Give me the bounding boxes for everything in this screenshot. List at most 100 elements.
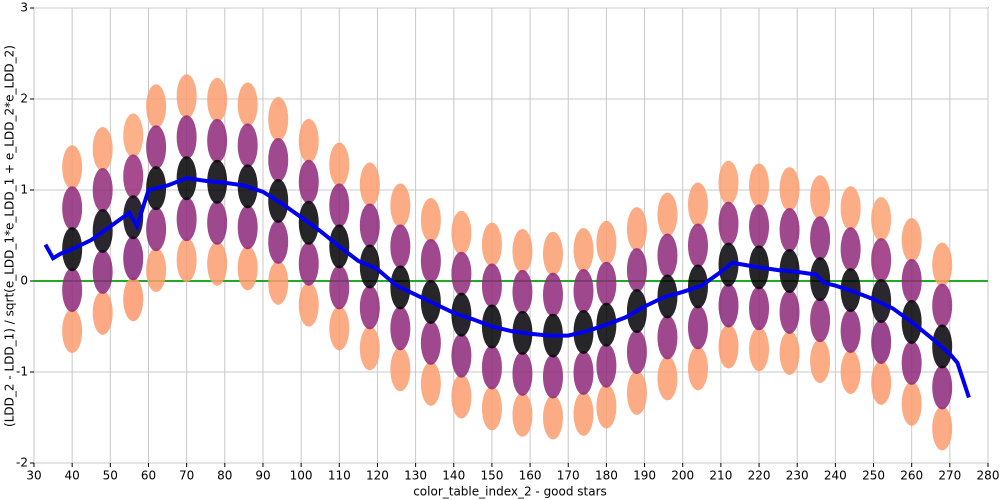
x-tick-label: 220 — [748, 469, 771, 483]
point — [123, 113, 144, 158]
point — [390, 224, 411, 269]
point — [542, 395, 563, 440]
x-tick-label: 180 — [595, 469, 618, 483]
point — [481, 263, 502, 308]
point — [840, 350, 861, 394]
y-tick-label: 2 — [20, 92, 28, 106]
point — [390, 306, 411, 351]
x-tick-label: 150 — [480, 469, 503, 483]
x-tick-label: 210 — [709, 469, 732, 483]
x-tick-label: 90 — [255, 469, 270, 483]
point — [840, 309, 861, 354]
y-tick-label: 3 — [20, 1, 28, 15]
point — [329, 142, 350, 187]
point — [932, 283, 953, 328]
point — [810, 175, 831, 220]
point — [901, 340, 922, 385]
x-tick-label: 120 — [366, 469, 389, 483]
point — [932, 365, 953, 410]
point — [512, 351, 533, 396]
point — [329, 183, 350, 228]
point — [62, 268, 83, 313]
point — [657, 315, 678, 360]
point — [451, 333, 472, 378]
x-tick-label: 260 — [900, 469, 923, 483]
point — [420, 198, 441, 243]
point — [687, 346, 708, 391]
point — [871, 360, 892, 405]
point — [573, 269, 594, 314]
point — [626, 329, 647, 374]
point — [298, 282, 319, 327]
point — [657, 192, 678, 237]
point — [123, 236, 144, 281]
point — [146, 84, 167, 129]
point — [542, 272, 563, 317]
x-tick-label: 60 — [141, 469, 156, 483]
point — [92, 127, 113, 172]
point — [573, 228, 594, 273]
point — [146, 125, 167, 170]
x-tick-label: 270 — [938, 469, 961, 483]
point — [871, 319, 892, 364]
point — [481, 345, 502, 390]
point — [657, 356, 678, 401]
x-tick-label: 160 — [519, 469, 542, 483]
x-tick-label: 280 — [977, 469, 1000, 483]
point — [840, 227, 861, 272]
x-tick-label: 200 — [671, 469, 694, 483]
point — [573, 391, 594, 436]
point — [512, 269, 533, 314]
point — [749, 204, 770, 249]
x-tick-label: 170 — [557, 469, 580, 483]
point — [329, 265, 350, 310]
y-tick-label: -1 — [16, 365, 28, 379]
x-tick-label: 100 — [290, 469, 313, 483]
point — [718, 283, 739, 328]
point — [390, 347, 411, 392]
point — [932, 406, 953, 451]
point — [626, 248, 647, 293]
point — [92, 168, 113, 212]
point — [451, 210, 472, 255]
point — [901, 259, 922, 303]
point — [481, 222, 502, 267]
point — [268, 260, 289, 305]
point — [146, 207, 167, 252]
x-tick-label: 40 — [65, 469, 80, 483]
point — [779, 208, 800, 253]
point — [359, 203, 380, 248]
point — [359, 326, 380, 371]
y-tick-label: 1 — [20, 183, 28, 197]
point — [687, 305, 708, 350]
x-tick-label: 70 — [179, 469, 194, 483]
point — [657, 233, 678, 278]
point — [810, 216, 831, 261]
point — [390, 183, 411, 228]
point — [871, 238, 892, 283]
point — [779, 289, 800, 334]
point — [62, 309, 83, 354]
point — [901, 381, 922, 426]
point — [626, 370, 647, 415]
y-tick-label: 0 — [20, 274, 28, 288]
point — [176, 197, 197, 242]
y-tick-label: -2 — [16, 456, 28, 470]
point — [207, 77, 228, 122]
point — [207, 200, 228, 245]
point — [62, 145, 83, 190]
point — [123, 277, 144, 322]
point — [749, 286, 770, 331]
point — [810, 339, 831, 384]
marks — [34, 74, 988, 451]
point — [451, 374, 472, 419]
point — [596, 261, 617, 306]
point — [268, 219, 289, 264]
point — [237, 123, 258, 168]
point — [329, 306, 350, 351]
point — [871, 197, 892, 242]
x-tick-label: 80 — [217, 469, 232, 483]
point — [176, 238, 197, 283]
x-tick-label: 190 — [633, 469, 656, 483]
